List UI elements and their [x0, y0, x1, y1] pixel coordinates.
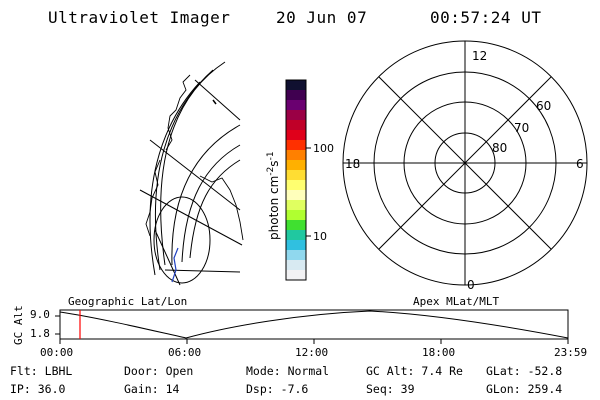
info-glon: GLon: 259.4	[486, 382, 563, 396]
mlt-label-12: 12	[472, 49, 487, 63]
colorbar-cell	[286, 250, 306, 261]
colorbar-cell	[286, 240, 306, 251]
info-mode: Mode: Normal	[246, 364, 330, 378]
info-door: Door: Open	[124, 364, 194, 378]
colorbar-cell	[286, 260, 306, 271]
mlt-label-18: 18	[345, 157, 360, 171]
app-title: Ultraviolet Imager	[48, 8, 231, 27]
timeline-xtick-1200: 12:00	[295, 346, 329, 359]
colorbar-cell	[286, 110, 306, 121]
timeline-xtick-0600: 06:00	[168, 346, 202, 359]
colorbar-cell	[286, 210, 306, 221]
colorbar: 100 10 photon cm-2s-1	[266, 79, 334, 281]
colorbar-cell	[286, 130, 306, 141]
polar-plot	[342, 40, 588, 286]
colorbar-cell	[286, 180, 306, 191]
timeline-left-title: Geographic Lat/Lon	[68, 295, 188, 308]
colorbar-unit-label: photon cm-2s-1	[266, 151, 281, 240]
colorbar-cell	[286, 270, 306, 281]
colorbar-cell	[286, 160, 306, 171]
timeline-right-title: Apex MLat/MLT	[413, 295, 500, 308]
colorbar-cell	[286, 170, 306, 181]
colorbar-cell	[286, 200, 306, 211]
lat-label-60: 60	[536, 99, 551, 113]
timeline-ytick-9: 9.0	[30, 308, 50, 321]
colorbar-cell	[286, 120, 306, 131]
altitude-timeline	[55, 309, 569, 344]
info-gain: Gain: 14	[124, 382, 180, 396]
lat-label-70: 70	[514, 121, 529, 135]
colorbar-tick-10: 10	[313, 230, 327, 243]
colorbar-cell	[286, 140, 306, 151]
colorbar-cell	[286, 230, 306, 241]
timeline-xtick-2359: 23:59	[554, 346, 588, 359]
info-glat: GLat: -52.8	[486, 364, 563, 378]
colorbar-cell	[286, 190, 306, 201]
info-flt: Flt: LBHL	[10, 364, 73, 378]
timeline-ytick-1-8: 1.8	[30, 327, 50, 340]
info-ip: IP: 36.0	[10, 382, 66, 396]
mlt-label-6: 6	[576, 157, 584, 171]
lat-label-80: 80	[492, 141, 507, 155]
timeline-xtick-0000: 00:00	[40, 346, 74, 359]
colorbar-tick-100: 100	[313, 142, 334, 155]
colorbar-cell	[286, 80, 306, 91]
colorbar-cell	[286, 150, 306, 161]
timeline-y-label: GC Alt	[12, 305, 25, 345]
mlt-label-0: 0	[467, 278, 475, 292]
colorbar-cell	[286, 90, 306, 101]
date-label: 20 Jun 07	[276, 8, 368, 27]
info-seq: Seq: 39	[366, 382, 415, 396]
info-gc-alt: GC Alt: 7.4 Re	[366, 364, 463, 378]
colorbar-cell	[286, 220, 306, 231]
time-label: 00:57:24 UT	[430, 8, 542, 27]
colorbar-cell	[286, 100, 306, 111]
timeline-xtick-1800: 18:00	[422, 346, 456, 359]
geographic-map	[139, 61, 244, 286]
info-dsp: Dsp: -7.6	[246, 382, 309, 396]
